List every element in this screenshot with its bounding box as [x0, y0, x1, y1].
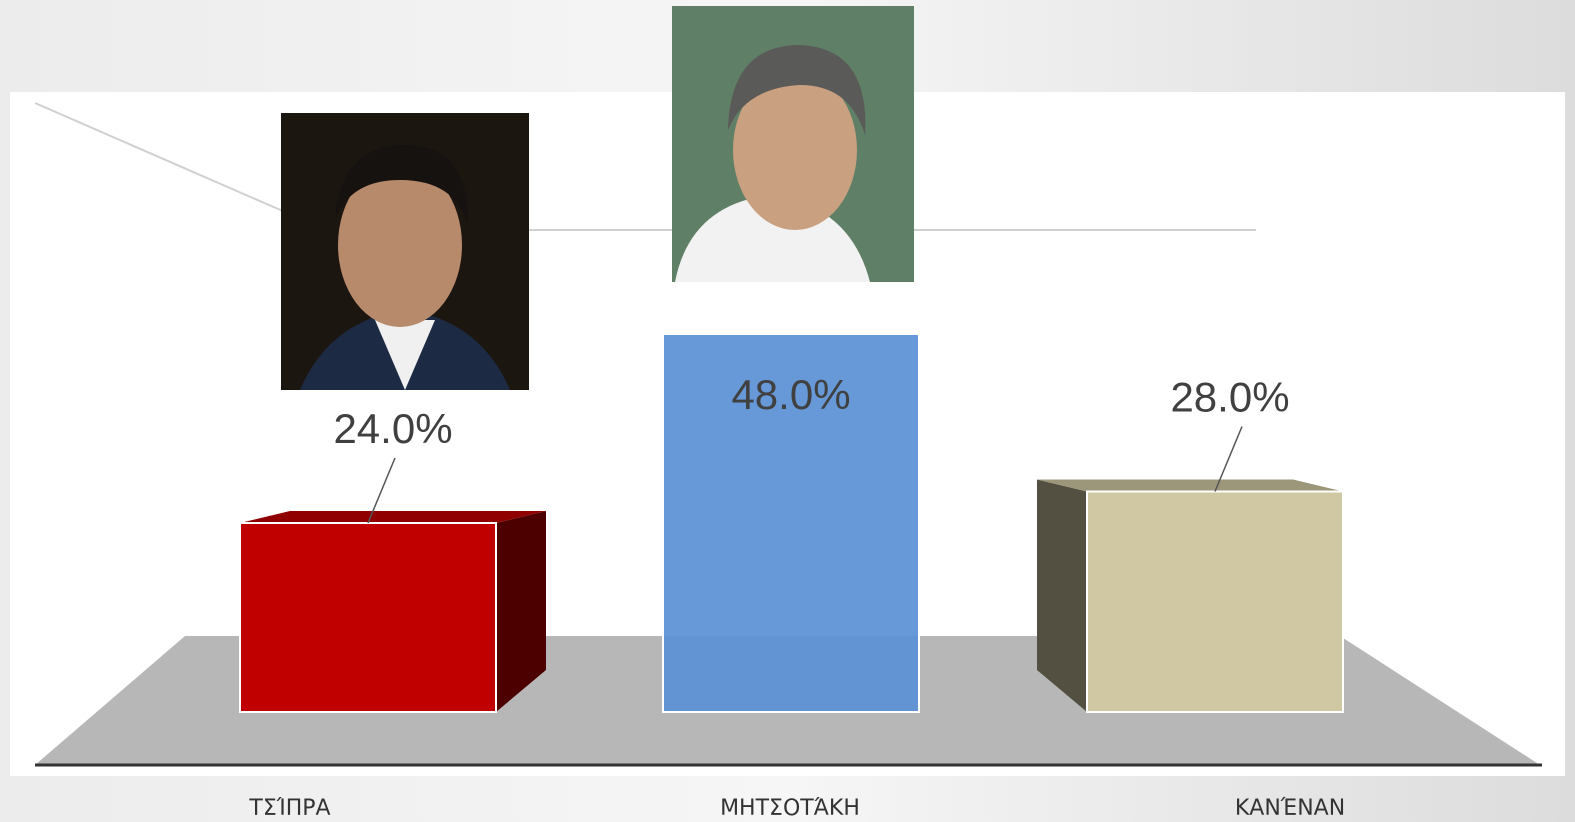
decor-line [34, 102, 286, 213]
leader-line [1214, 426, 1243, 492]
x-tick-label: ΤΣΊΠΡΑ [248, 796, 330, 821]
value-label: 24.0% [333, 405, 452, 452]
bar-side [1037, 479, 1087, 712]
bar-top [240, 511, 546, 523]
labels: 24.0% ΤΣΊΠΡΑ 48.0% ΜΗΤΣΟΤΆΚΗ 28.0% ΚΑΝΈΝΑΝ [248, 371, 1345, 821]
bar-side [496, 511, 546, 712]
x-tick-label: ΜΗΤΣΟΤΆΚΗ [720, 796, 860, 821]
leader-line [367, 457, 396, 524]
bar [662, 333, 920, 713]
photo [672, 6, 914, 282]
bar-top [1037, 479, 1343, 492]
x-tick-label: ΚΑΝΈΝΑΝ [1235, 796, 1345, 821]
bars [239, 333, 1344, 713]
bar [239, 522, 497, 713]
bar [1086, 490, 1344, 713]
value-label: 28.0% [1170, 374, 1289, 421]
value-label: 48.0% [731, 371, 850, 418]
photo [281, 113, 529, 390]
